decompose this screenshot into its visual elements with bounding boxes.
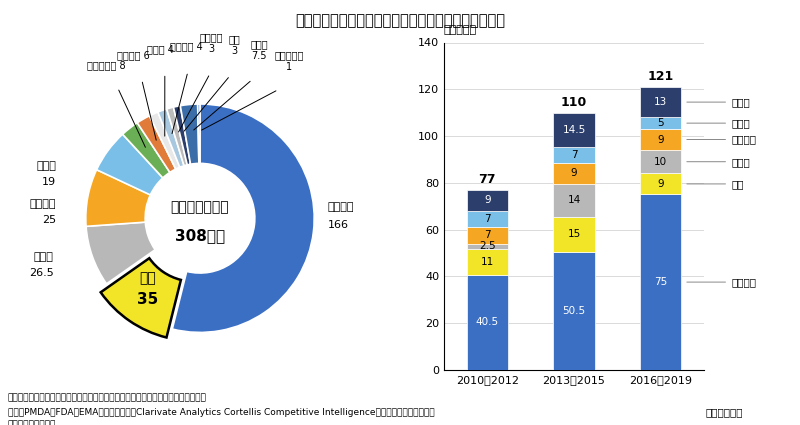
Text: 10: 10 xyxy=(654,157,667,167)
Bar xyxy=(466,190,508,211)
Text: 2.5: 2.5 xyxy=(479,241,496,252)
Wedge shape xyxy=(198,104,200,163)
Text: グローバル承認: グローバル承認 xyxy=(170,200,230,214)
Wedge shape xyxy=(101,258,181,337)
Wedge shape xyxy=(86,222,155,284)
Text: 121: 121 xyxy=(647,71,674,83)
Wedge shape xyxy=(86,170,150,227)
Wedge shape xyxy=(150,112,180,169)
Text: 日本: 日本 xyxy=(732,179,744,189)
Bar xyxy=(466,249,508,275)
Text: 35: 35 xyxy=(137,292,158,306)
Text: 11: 11 xyxy=(481,257,494,267)
Text: 7: 7 xyxy=(484,230,490,241)
Bar xyxy=(466,211,508,227)
Text: ドイツ: ドイツ xyxy=(732,118,750,128)
Text: 9: 9 xyxy=(570,168,578,178)
Wedge shape xyxy=(172,104,314,332)
Text: 15: 15 xyxy=(567,229,581,239)
Text: 日本: 日本 xyxy=(139,272,156,286)
Text: 5: 5 xyxy=(658,118,664,128)
Text: スイス: スイス xyxy=(732,157,750,167)
Bar xyxy=(466,227,508,244)
Text: イギリス: イギリス xyxy=(30,199,56,210)
Text: 9: 9 xyxy=(484,195,490,205)
Bar xyxy=(466,275,508,370)
Text: 7: 7 xyxy=(570,150,578,160)
Text: 9: 9 xyxy=(658,134,664,145)
Text: （初承認年）: （初承認年） xyxy=(706,407,743,417)
Text: 110: 110 xyxy=(561,96,587,109)
Text: アメリカ: アメリカ xyxy=(328,202,354,212)
Wedge shape xyxy=(158,109,184,167)
Text: 特定できず
1: 特定できず 1 xyxy=(274,51,304,72)
Text: その他: その他 xyxy=(732,97,750,107)
Bar xyxy=(640,150,682,173)
Bar xyxy=(640,87,682,117)
Text: 50.5: 50.5 xyxy=(562,306,586,316)
Wedge shape xyxy=(166,107,187,166)
Bar xyxy=(554,217,595,252)
Text: 26.5: 26.5 xyxy=(29,268,54,278)
Wedge shape xyxy=(138,116,176,173)
Text: その他
7.5: その他 7.5 xyxy=(250,39,268,61)
Bar xyxy=(640,129,682,150)
Bar xyxy=(554,184,595,217)
Text: 韓国
3: 韓国 3 xyxy=(228,34,240,56)
Text: 166: 166 xyxy=(328,220,349,230)
Text: ドイツ: ドイツ xyxy=(36,161,56,171)
Text: 40.5: 40.5 xyxy=(476,317,499,327)
Wedge shape xyxy=(180,104,199,164)
Text: イタリア 6: イタリア 6 xyxy=(118,51,150,61)
Wedge shape xyxy=(97,134,163,195)
Text: 14.5: 14.5 xyxy=(562,125,586,135)
Bar xyxy=(554,147,595,163)
Text: フランス 4: フランス 4 xyxy=(170,42,202,51)
Wedge shape xyxy=(122,123,170,178)
Text: 25: 25 xyxy=(42,215,56,226)
Text: 77: 77 xyxy=(478,173,496,186)
Bar xyxy=(640,173,682,195)
Text: 図４　グローバル承認品目の創出企業国籍と年次推移: 図４ グローバル承認品目の創出企業国籍と年次推移 xyxy=(295,13,505,28)
Text: 9: 9 xyxy=(658,179,664,189)
Text: 308品目: 308品目 xyxy=(175,228,225,243)
Bar xyxy=(640,195,682,370)
Text: アメリカ: アメリカ xyxy=(732,277,757,287)
Text: （品目数）: （品目数） xyxy=(444,26,477,36)
Wedge shape xyxy=(174,106,190,165)
Text: 出所：PMDA、FDA、EMAの各公開情報、Clarivate Analytics Cortellis Competitive Intelligenceをもとに: 出所：PMDA、FDA、EMAの各公開情報、Clarivate Analytic… xyxy=(8,408,434,417)
Text: 75: 75 xyxy=(654,277,667,287)
Text: 究所にて作成: 究所にて作成 xyxy=(8,421,56,425)
Text: 14: 14 xyxy=(567,195,581,205)
Text: スイス: スイス xyxy=(34,252,54,262)
Text: デンマーク 8: デンマーク 8 xyxy=(87,60,126,70)
Text: ベルギー
3: ベルギー 3 xyxy=(200,32,223,54)
Text: カナダ 4: カナダ 4 xyxy=(146,44,174,54)
Text: 13: 13 xyxy=(654,97,667,107)
Bar xyxy=(640,117,682,129)
Text: イギリス: イギリス xyxy=(732,134,757,145)
Bar xyxy=(554,163,595,184)
Text: 19: 19 xyxy=(42,177,56,187)
Text: 7: 7 xyxy=(484,214,490,224)
Bar xyxy=(466,244,508,249)
Bar xyxy=(554,113,595,147)
Bar xyxy=(554,252,595,370)
Text: 注：出願人として複数の企業・機関が記されている場合、国籍別に均等割している: 注：出願人として複数の企業・機関が記されている場合、国籍別に均等割している xyxy=(8,393,207,402)
